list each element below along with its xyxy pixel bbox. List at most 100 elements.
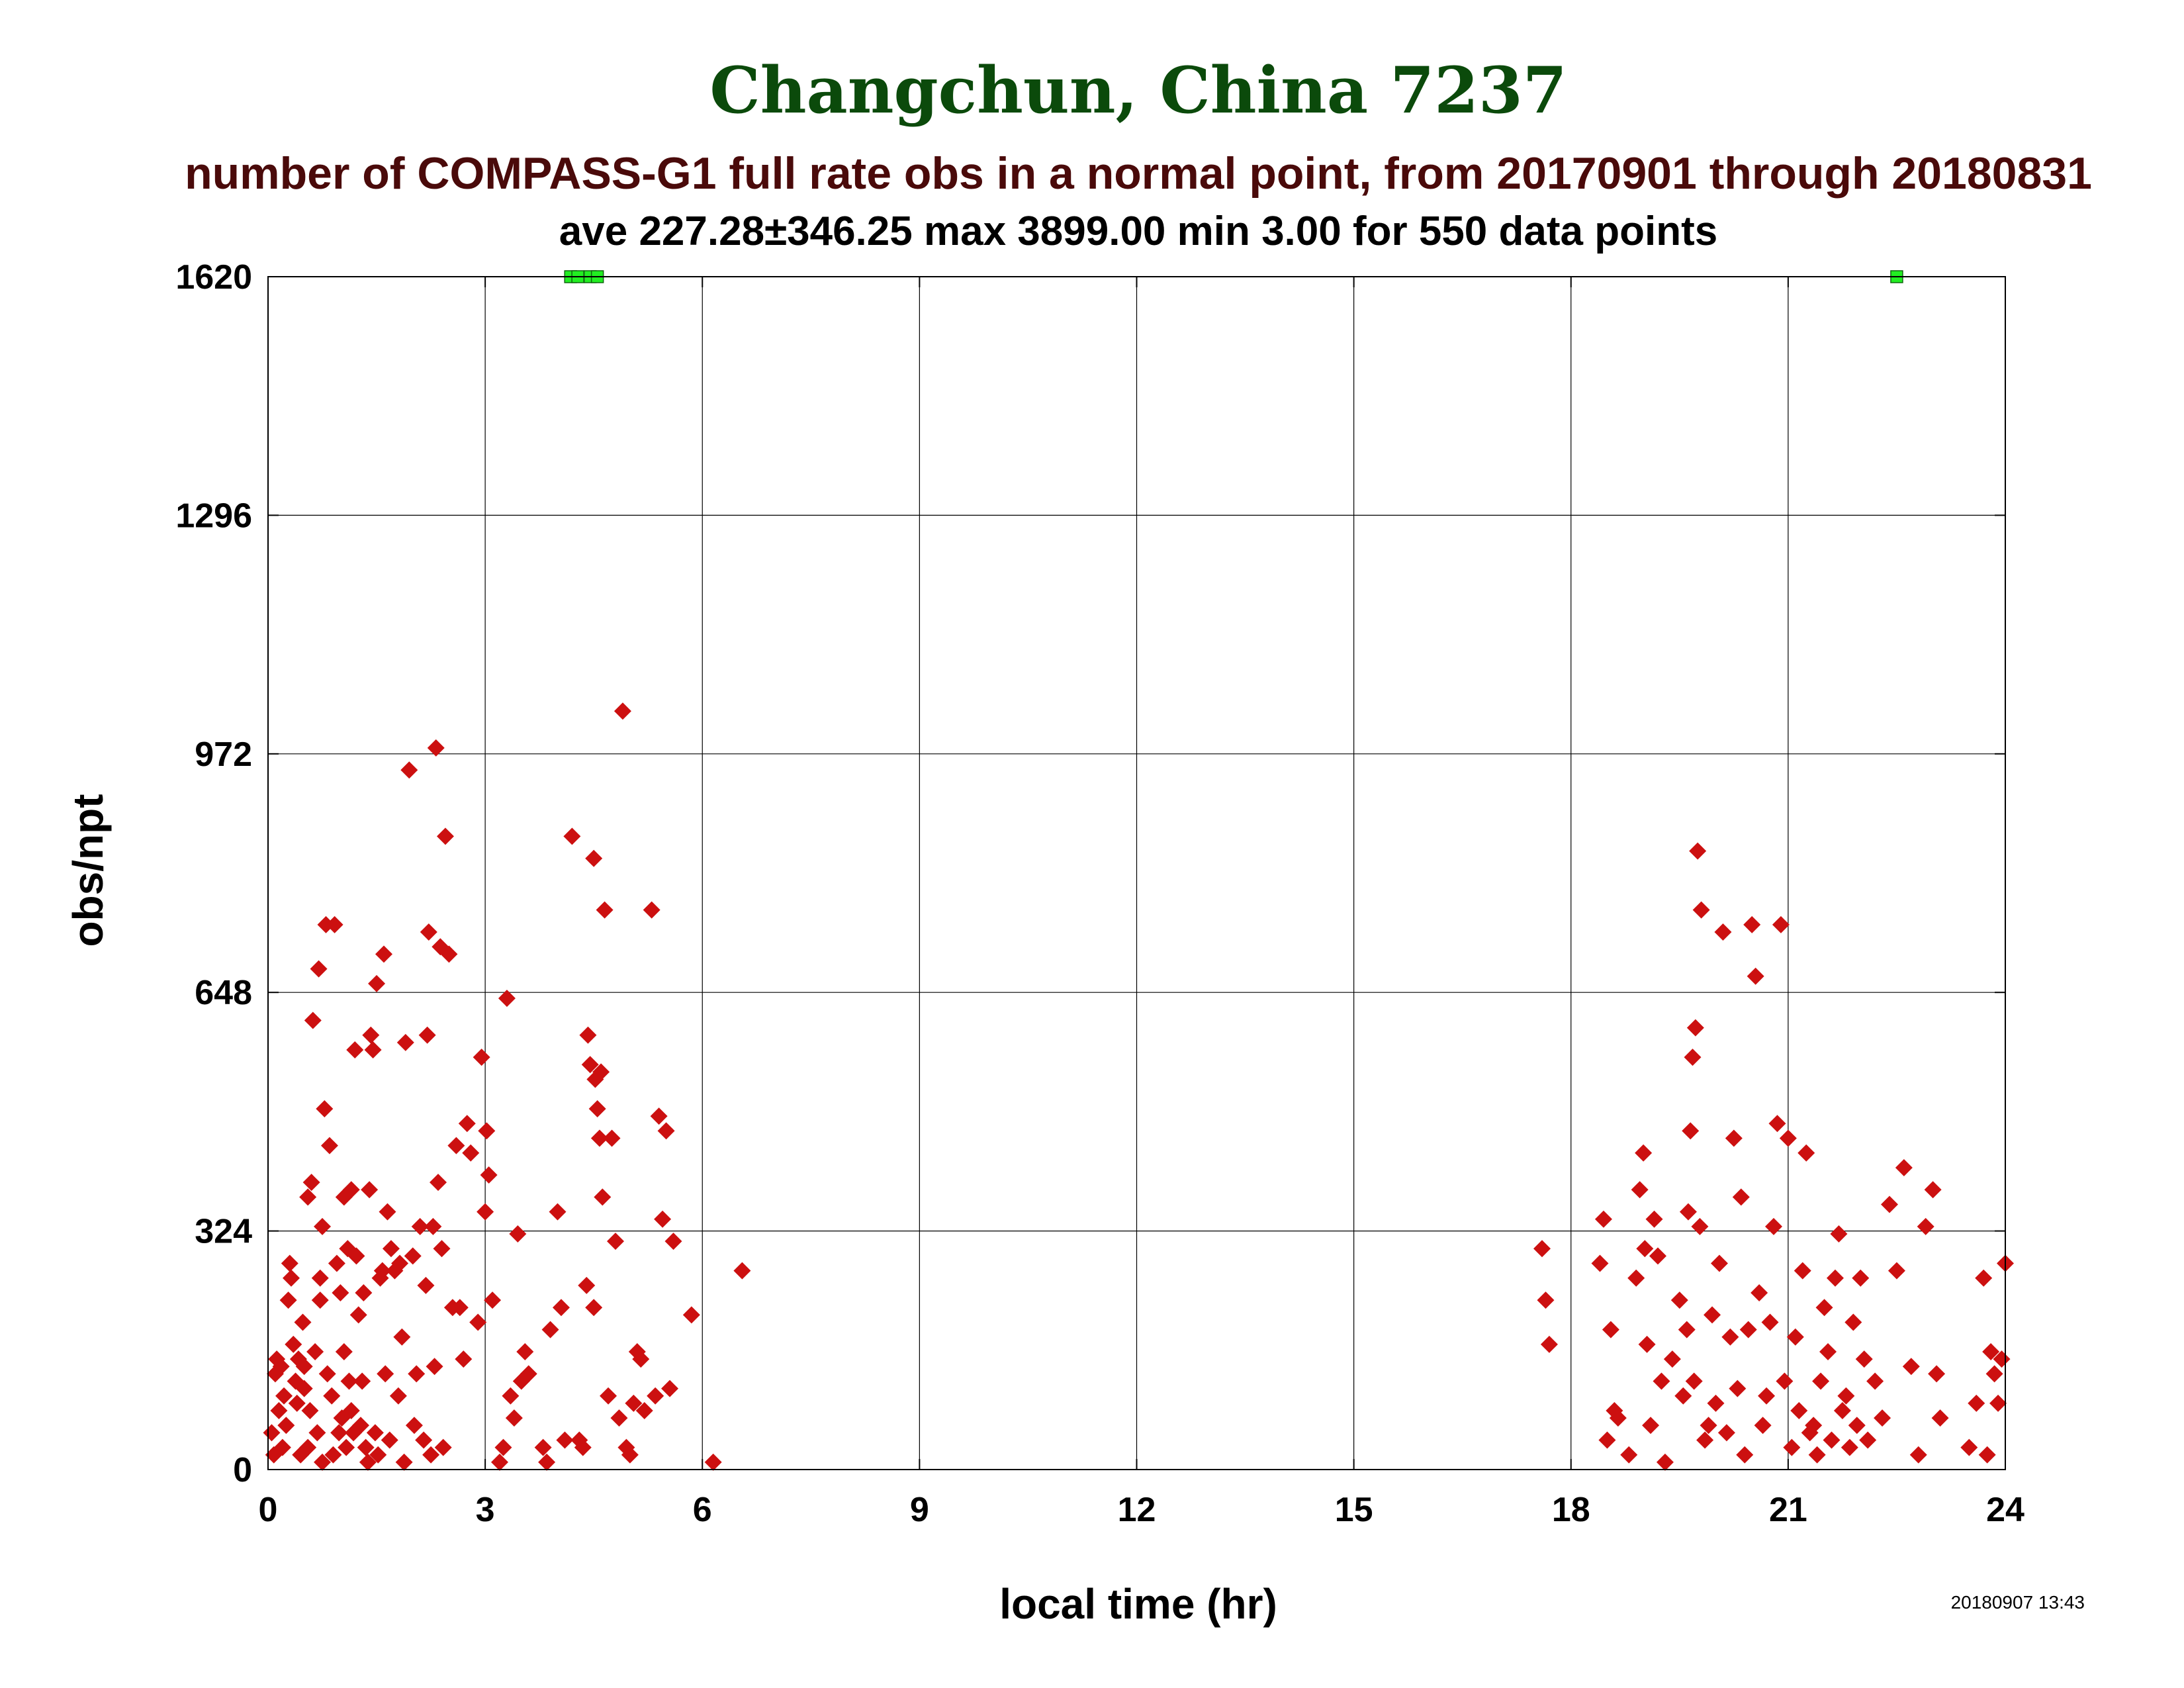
data-point [440, 945, 458, 963]
x-tick-label: 18 [1552, 1491, 1590, 1529]
data-point [1679, 1203, 1697, 1221]
data-point [1674, 1387, 1692, 1405]
data-point [277, 1417, 295, 1434]
data-point [273, 1438, 291, 1456]
data-point [294, 1313, 312, 1331]
data-point [447, 1137, 465, 1154]
data-point [382, 1240, 400, 1258]
data-point [1909, 1446, 1927, 1464]
data-point [480, 1166, 498, 1184]
data-point [366, 1424, 384, 1442]
x-tick-label: 24 [1986, 1491, 2025, 1529]
data-point [373, 1262, 391, 1280]
data-point [1786, 1328, 1804, 1346]
data-point [635, 1402, 653, 1420]
data-point [1627, 1269, 1645, 1287]
data-point [1888, 1262, 1905, 1280]
data-point [408, 1365, 426, 1383]
data-point [552, 1299, 570, 1317]
data-point [1732, 1188, 1750, 1206]
data-point [1591, 1254, 1609, 1272]
data-point [1682, 1122, 1700, 1140]
data-point [299, 1188, 317, 1206]
data-point [585, 849, 603, 867]
data-point [574, 1438, 592, 1456]
data-point [1602, 1321, 1619, 1338]
x-axis-label: local time (hr) [999, 1580, 1277, 1628]
data-point [314, 1453, 332, 1471]
data-point [581, 1056, 599, 1074]
data-point [1729, 1380, 1747, 1397]
data-point [311, 1269, 329, 1287]
data-point [359, 1453, 377, 1471]
data-point [1815, 1299, 1833, 1317]
data-point [704, 1453, 722, 1471]
data-point [424, 1217, 442, 1235]
data-point [1684, 1049, 1702, 1066]
data-point [1794, 1262, 1811, 1280]
data-point [1812, 1372, 1830, 1390]
data-point [1895, 1158, 1913, 1176]
data-point [328, 1254, 345, 1272]
data-point [430, 1174, 447, 1192]
data-point [594, 1188, 612, 1206]
chart-title: Changchun, China 7237 [709, 53, 1567, 128]
data-point [395, 1453, 413, 1471]
data-point [352, 1417, 369, 1434]
data-point [391, 1254, 409, 1272]
data-point [310, 960, 328, 978]
data-point [1758, 1387, 1776, 1405]
data-point [603, 1129, 621, 1147]
data-point [1833, 1402, 1851, 1420]
data-point [664, 1233, 682, 1250]
data-point [389, 1387, 407, 1405]
data-point [625, 1394, 643, 1412]
data-point [1636, 1240, 1654, 1258]
data-point [324, 1446, 342, 1464]
y-tick-label: 1296 [175, 496, 252, 535]
data-point [520, 1365, 537, 1383]
data-point [1710, 1254, 1728, 1272]
data-point [434, 1438, 452, 1456]
data-point [335, 1343, 353, 1361]
data-point [1819, 1343, 1837, 1361]
y-tick-label: 324 [195, 1213, 252, 1251]
data-point [299, 1438, 317, 1456]
data-point [592, 1063, 610, 1081]
data-point [1692, 901, 1710, 919]
data-point [1855, 1350, 1873, 1368]
data-point [1761, 1313, 1779, 1331]
data-point [1790, 1402, 1808, 1420]
data-point [607, 1233, 624, 1250]
data-point [650, 1107, 668, 1125]
data-point [1670, 1291, 1688, 1309]
y-axis-label: obs/npt [64, 794, 112, 947]
data-point [301, 1402, 319, 1420]
data-point [588, 1100, 606, 1117]
data-point [353, 1372, 371, 1390]
data-point [1696, 1431, 1714, 1449]
data-point [1707, 1394, 1725, 1412]
data-point [377, 1365, 394, 1383]
data-point [314, 1217, 332, 1235]
data-point [1739, 1321, 1757, 1338]
data-point [279, 1291, 297, 1309]
data-point [1928, 1365, 1946, 1383]
data-point [295, 1358, 313, 1376]
data-point [614, 702, 631, 720]
data-point [502, 1387, 520, 1405]
data-point [308, 1424, 326, 1442]
data-point [478, 1122, 496, 1140]
data-point [600, 1387, 617, 1405]
data-point [451, 1299, 469, 1317]
data-point [494, 1438, 512, 1456]
data-point [1751, 1284, 1768, 1302]
data-point [657, 1122, 675, 1140]
data-point [338, 1438, 355, 1456]
data-point [316, 1100, 334, 1117]
data-point [302, 1174, 320, 1192]
data-point [1852, 1269, 1870, 1287]
data-point [317, 915, 335, 933]
axes: 0 3 6 9 12 15 18 21 24 0 324 648 972 1296 1620 [175, 258, 2025, 1529]
chart-stats: ave 227.28±346.25 max 3899.00 min 3.00 f… [559, 209, 1717, 254]
